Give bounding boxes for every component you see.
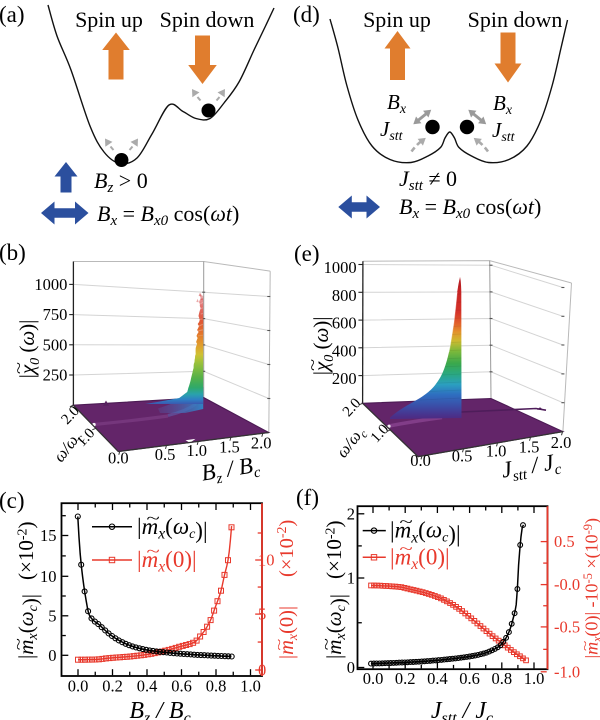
- svg-text:200: 200: [332, 369, 357, 388]
- svg-text:(×10-2): (×10-2): [275, 520, 298, 577]
- svg-text:~: ~: [399, 513, 412, 531]
- svg-text:0.0: 0.0: [68, 677, 89, 696]
- svg-text:|mx(ωc)|: |mx(ωc)|: [322, 594, 350, 659]
- svg-text:(×10-2): (×10-2): [322, 520, 346, 579]
- svg-text:|mx(ωc)|: |mx(ωc)|: [390, 518, 461, 547]
- svg-text:0: 0: [48, 646, 56, 665]
- svg-text:|mx(ωc)|: |mx(ωc)|: [14, 594, 42, 659]
- svg-text:2.0: 2.0: [251, 434, 272, 453]
- svg-text:-0.0: -0.0: [554, 575, 580, 594]
- svg-text:10: 10: [258, 551, 275, 570]
- svg-text:600: 600: [332, 314, 357, 333]
- svg-text:0.5: 0.5: [554, 532, 575, 551]
- svg-text:|mx(ωc)|: |mx(ωc)|: [137, 514, 208, 543]
- svg-text:1.0: 1.0: [186, 441, 207, 460]
- svg-text:0.0: 0.0: [363, 669, 384, 688]
- svg-text:|mx(0)|: |mx(0)|: [137, 547, 197, 576]
- svg-text:0.0: 0.0: [108, 449, 129, 468]
- svg-text:~: ~: [146, 509, 159, 527]
- svg-text:1.5: 1.5: [519, 438, 540, 457]
- svg-text:250: 250: [43, 366, 68, 385]
- svg-text:Bx = Bx0 cos(ωt): Bx = Bx0 cos(ωt): [97, 201, 239, 229]
- svg-text:Spin down: Spin down: [160, 7, 255, 32]
- svg-text:2.0: 2.0: [340, 396, 364, 421]
- svg-text:0.8: 0.8: [491, 669, 512, 688]
- svg-text:750: 750: [43, 305, 68, 324]
- svg-text:Jstt / Jc: Jstt / Jc: [431, 698, 493, 720]
- svg-text:0.4: 0.4: [137, 677, 158, 696]
- svg-text:(d): (d): [293, 2, 320, 27]
- svg-text:0.5: 0.5: [155, 445, 176, 464]
- svg-text:1.0: 1.0: [524, 669, 545, 688]
- svg-text:(c): (c): [0, 488, 25, 513]
- svg-text:|mx(0)|: |mx(0)|: [582, 612, 600, 659]
- svg-text:~: ~: [11, 362, 28, 374]
- svg-text:(e): (e): [294, 241, 320, 266]
- svg-text:~: ~: [305, 359, 322, 371]
- svg-text:0.0: 0.0: [410, 451, 431, 470]
- svg-text:5: 5: [48, 606, 56, 625]
- svg-text:-1.0: -1.0: [554, 662, 580, 681]
- svg-text:0.6: 0.6: [459, 669, 480, 688]
- svg-text:Bz / Bc: Bz / Bc: [129, 698, 190, 720]
- svg-text:~: ~: [146, 542, 159, 560]
- svg-text:Bx = Bx0 cos(ωt): Bx = Bx0 cos(ωt): [399, 194, 541, 222]
- svg-text:1.0: 1.0: [240, 677, 261, 696]
- svg-text:500: 500: [43, 335, 68, 354]
- svg-text:2.0: 2.0: [551, 433, 572, 452]
- svg-text:0.2: 0.2: [395, 669, 416, 688]
- svg-text:Jstt ≠ 0: Jstt ≠ 0: [399, 166, 457, 194]
- svg-text:~: ~: [578, 640, 592, 651]
- svg-text:|mx(0)|: |mx(0)|: [276, 606, 301, 659]
- svg-text:0.8: 0.8: [206, 677, 227, 696]
- svg-text:2: 2: [347, 504, 355, 523]
- svg-text:(f): (f): [296, 485, 319, 510]
- svg-text:1: 1: [347, 569, 355, 588]
- svg-text:0.5: 0.5: [452, 447, 473, 466]
- svg-text:Spin down: Spin down: [468, 7, 563, 32]
- svg-text:1.0: 1.0: [486, 442, 507, 461]
- svg-text:-10-5 ×(10-9): -10-5 ×(10-9): [581, 518, 600, 608]
- svg-text:1.5: 1.5: [219, 438, 240, 457]
- svg-text:-0.5: -0.5: [554, 617, 580, 636]
- svg-text:ω/ωc: ω/ωc: [332, 422, 371, 463]
- svg-text:Jstt: Jstt: [380, 117, 404, 144]
- svg-text:~: ~: [11, 638, 27, 650]
- svg-text:15: 15: [40, 526, 57, 545]
- svg-text:1000: 1000: [34, 275, 67, 294]
- svg-text:10: 10: [40, 567, 57, 586]
- svg-text:0.6: 0.6: [171, 677, 192, 696]
- svg-text:~: ~: [399, 539, 412, 557]
- svg-text:Spin up: Spin up: [75, 7, 143, 32]
- svg-text:800: 800: [332, 286, 357, 305]
- svg-text:Jstt: Jstt: [492, 118, 516, 145]
- svg-text:|χ0 (ω)|: |χ0 (ω)|: [309, 317, 337, 376]
- svg-text:400: 400: [332, 341, 357, 360]
- svg-text:0.2: 0.2: [102, 677, 123, 696]
- svg-text:0: 0: [258, 661, 266, 680]
- svg-text:5: 5: [258, 605, 266, 624]
- svg-text:(b): (b): [0, 240, 26, 265]
- svg-text:0: 0: [347, 658, 355, 677]
- svg-text:1000: 1000: [324, 258, 357, 277]
- svg-text:Bz > 0: Bz > 0: [94, 168, 148, 196]
- svg-text:~: ~: [271, 639, 287, 651]
- svg-text:|χ0 (ω)|: |χ0 (ω)|: [15, 320, 43, 379]
- svg-text:Bx: Bx: [387, 90, 407, 117]
- svg-text:(×10-2): (×10-2): [14, 521, 38, 580]
- svg-text:|mx(0)|: |mx(0)|: [390, 545, 450, 574]
- svg-text:Spin up: Spin up: [363, 7, 431, 32]
- svg-text:Bx: Bx: [493, 91, 513, 118]
- svg-text:~: ~: [319, 638, 335, 650]
- svg-text:0.4: 0.4: [427, 669, 448, 688]
- svg-text:(a): (a): [0, 2, 25, 27]
